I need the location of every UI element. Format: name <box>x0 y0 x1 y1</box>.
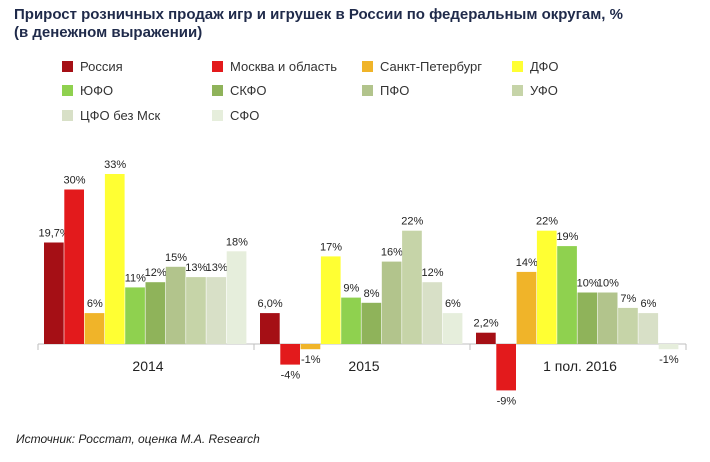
bar <box>280 344 300 365</box>
bar <box>381 261 402 344</box>
legend-item: СКФО <box>212 83 267 98</box>
legend-item: УФО <box>512 83 558 98</box>
x-tick-label: 2014 <box>132 358 163 374</box>
data-label: 13% <box>206 262 228 274</box>
bar <box>496 344 516 391</box>
legend-item: ДФО <box>512 59 559 74</box>
bar <box>206 277 227 345</box>
data-label: 6% <box>87 298 103 310</box>
bar <box>442 313 463 344</box>
data-label: 6% <box>641 298 657 310</box>
chart-title-line-1: Прирост розничных продаж игр и игрушек в… <box>14 6 623 23</box>
legend-label: УФО <box>530 83 558 98</box>
data-label: -1% <box>659 354 679 366</box>
data-label: 18% <box>226 236 248 248</box>
legend-item: Москва и область <box>212 59 337 74</box>
bar <box>125 287 145 345</box>
bar <box>658 344 679 350</box>
bar <box>597 292 618 344</box>
bar <box>104 174 125 344</box>
data-label: 22% <box>536 216 558 228</box>
data-label: 30% <box>63 175 85 187</box>
bar <box>341 297 361 344</box>
bar <box>476 332 496 344</box>
legend-label: Россия <box>80 59 123 74</box>
chart-title-line-2: (в денежном выражении) <box>14 24 203 41</box>
legend-label: ПФО <box>380 83 410 98</box>
data-label: 19,7% <box>38 228 69 240</box>
data-label: 6,0% <box>258 298 283 310</box>
data-label: -1% <box>301 354 321 366</box>
data-label: 11% <box>125 272 146 284</box>
legend-item: СФО <box>212 108 259 123</box>
legend-swatch <box>362 85 373 96</box>
legend-label: СКФО <box>230 83 267 98</box>
legend-item: Россия <box>62 59 123 74</box>
legend-swatch <box>212 85 223 96</box>
data-label: 19% <box>556 231 578 243</box>
legend-label: ЦФО без Мск <box>80 108 161 123</box>
data-label: 13% <box>185 262 207 274</box>
legend-swatch <box>512 61 523 72</box>
data-label: 33% <box>104 159 126 171</box>
bar <box>44 242 64 344</box>
bar <box>638 313 659 344</box>
bar <box>536 230 557 344</box>
data-label: 10% <box>597 278 619 290</box>
x-tick-label: 2015 <box>348 358 379 374</box>
legend-label: Москва и область <box>230 59 338 74</box>
data-label: 8% <box>364 288 380 300</box>
data-label: 10% <box>577 278 599 290</box>
legend-label: СФО <box>230 108 260 123</box>
bar <box>402 230 422 344</box>
chart-title: Прирост розничных продаж игр и игрушек в… <box>14 6 704 42</box>
legend-label: ЮФО <box>80 83 114 98</box>
legend-swatch <box>62 61 73 72</box>
legend-swatch <box>362 61 373 72</box>
data-label: 12% <box>145 267 167 279</box>
bar <box>165 266 186 345</box>
legend-item: ПФО <box>362 83 409 98</box>
data-label: 2,2% <box>474 318 499 330</box>
legend-label: Санкт-Петербург <box>380 59 482 74</box>
bar <box>260 313 280 344</box>
bar <box>320 256 341 344</box>
data-label: 7% <box>620 293 636 305</box>
legend-item: ЮФО <box>62 83 113 98</box>
legend-swatch <box>62 85 73 96</box>
legend-swatch <box>212 61 223 72</box>
data-label: 16% <box>381 247 403 259</box>
bar <box>186 277 206 345</box>
legend-swatch <box>212 110 223 121</box>
legend-swatch <box>512 85 523 96</box>
data-label: 15% <box>165 252 187 264</box>
bar <box>516 271 537 344</box>
bar <box>618 307 638 344</box>
bar <box>422 282 443 344</box>
legend-label: ДФО <box>530 59 559 74</box>
bar <box>84 313 105 344</box>
bar <box>64 189 84 344</box>
bar <box>577 292 598 344</box>
legend-item: ЦФО без Мск <box>62 108 160 123</box>
x-tick-label: 1 пол. 2016 <box>543 358 617 374</box>
data-label: -9% <box>497 395 517 407</box>
bar <box>300 344 321 350</box>
bar <box>226 251 247 344</box>
data-label: 14% <box>516 257 538 269</box>
data-label: 6% <box>445 298 461 310</box>
legend-swatch <box>62 110 73 121</box>
data-label: 12% <box>421 267 443 279</box>
bar <box>557 246 577 344</box>
bar <box>145 282 166 344</box>
data-label: 9% <box>343 283 359 295</box>
source-note: Источник: Росстат, оценка М.А. Research <box>16 432 260 446</box>
data-label: 17% <box>320 241 342 253</box>
legend: Россия Москва и область Санкт-Петербург ДФО… <box>0 0 710 140</box>
bar <box>361 302 382 344</box>
data-label: 22% <box>401 216 423 228</box>
data-label: -4% <box>281 370 301 382</box>
legend-item: Санкт-Петербург <box>362 59 482 74</box>
